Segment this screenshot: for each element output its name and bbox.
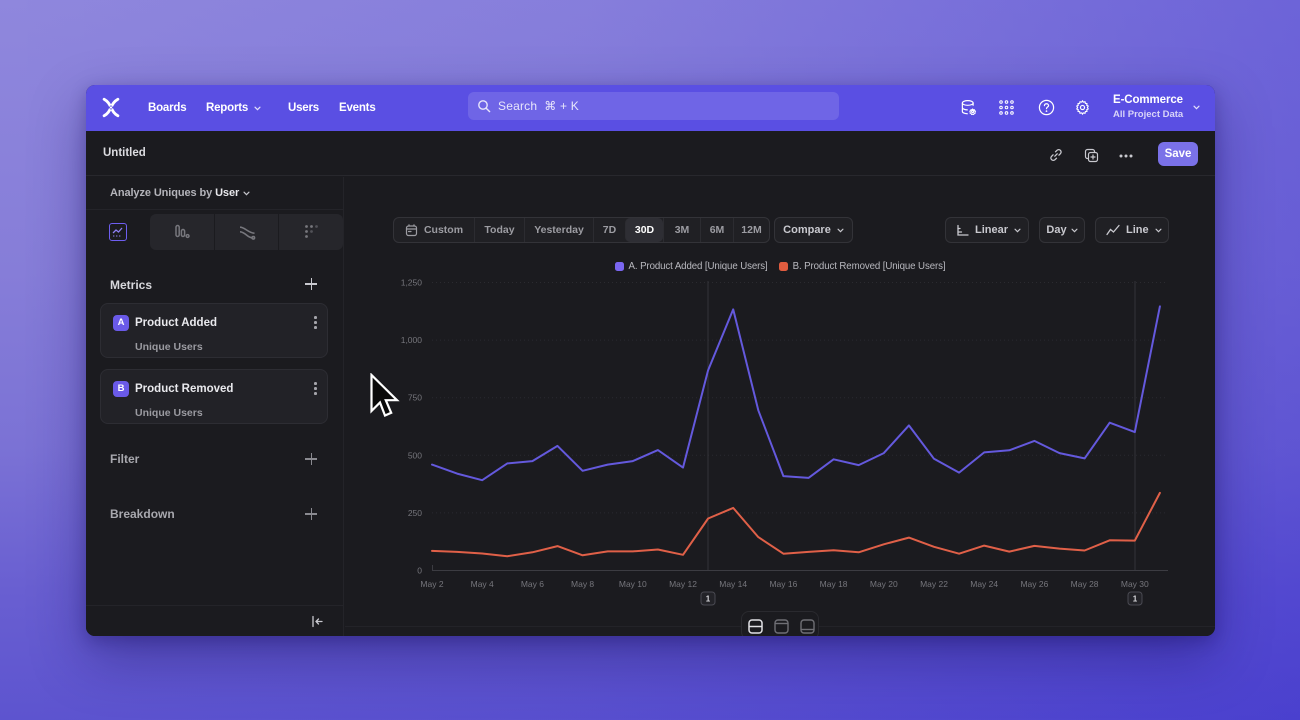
svg-text:0: 0 bbox=[417, 566, 422, 576]
svg-text:May 10: May 10 bbox=[619, 579, 647, 589]
svg-text:May 30: May 30 bbox=[1121, 579, 1149, 589]
svg-text:500: 500 bbox=[408, 450, 422, 460]
svg-text:May 24: May 24 bbox=[970, 579, 998, 589]
svg-text:1,250: 1,250 bbox=[401, 278, 422, 288]
svg-text:May 16: May 16 bbox=[769, 579, 797, 589]
svg-text:May 2: May 2 bbox=[420, 579, 443, 589]
svg-text:May 14: May 14 bbox=[719, 579, 747, 589]
svg-text:250: 250 bbox=[408, 508, 422, 518]
svg-text:1,000: 1,000 bbox=[401, 335, 422, 345]
svg-text:May 4: May 4 bbox=[471, 579, 494, 589]
svg-text:1: 1 bbox=[1133, 595, 1138, 604]
svg-text:May 8: May 8 bbox=[571, 579, 594, 589]
svg-text:May 6: May 6 bbox=[521, 579, 544, 589]
svg-text:May 28: May 28 bbox=[1071, 579, 1099, 589]
svg-text:May 12: May 12 bbox=[669, 579, 697, 589]
svg-text:May 18: May 18 bbox=[820, 579, 848, 589]
svg-text:1: 1 bbox=[706, 595, 711, 604]
svg-text:May 22: May 22 bbox=[920, 579, 948, 589]
svg-text:750: 750 bbox=[408, 393, 422, 403]
svg-text:May 26: May 26 bbox=[1020, 579, 1048, 589]
svg-text:May 20: May 20 bbox=[870, 579, 898, 589]
